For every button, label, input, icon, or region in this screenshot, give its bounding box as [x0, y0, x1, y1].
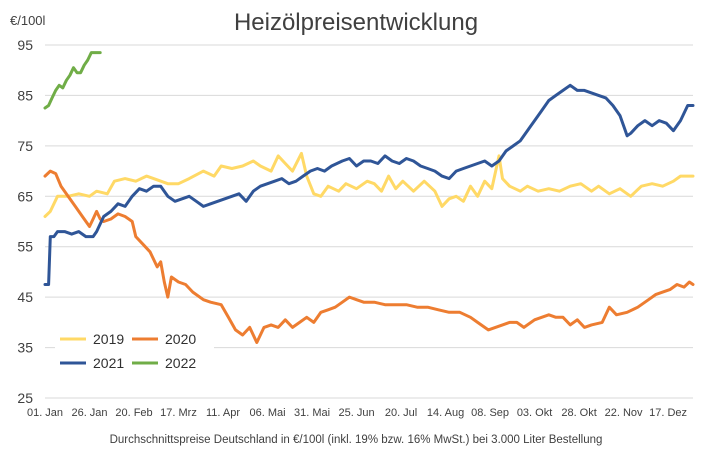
y-tick-label: 65	[17, 188, 33, 204]
series-line-2022	[43, 51, 102, 110]
y-tick-label: 85	[17, 87, 33, 103]
x-tick-label: 20. Feb	[115, 407, 152, 419]
x-tick-label: 22. Nov	[605, 407, 643, 419]
y-tick-label: 55	[17, 239, 33, 255]
x-tick-label: 01. Jan	[27, 407, 63, 419]
x-tick-label: 31. Mai	[294, 407, 330, 419]
x-tick-labels: 01. Jan 26. Jan 20. Feb 17. Mrz 11. Apr 06. M…	[27, 407, 687, 419]
y-tick-label: 25	[17, 390, 33, 406]
x-tick-label: 20. Jul	[385, 407, 417, 419]
x-tick-label: 17. Dez	[649, 407, 687, 419]
legend: 2019 2020 2021 2022	[55, 325, 214, 371]
y-tick-label: 35	[17, 340, 33, 356]
y-axis-unit: €/100l	[10, 13, 46, 28]
x-tick-label: 06. Mai	[249, 407, 285, 419]
series-line-2019	[43, 151, 695, 218]
x-tick-label: 17. Mrz	[160, 407, 197, 419]
x-tick-label: 03. Okt	[517, 407, 552, 419]
y-tick-labels: 25 35 45 55 65 75 85 95	[17, 37, 33, 406]
x-tick-label: 11. Apr	[206, 407, 240, 419]
x-tick-label: 25. Jun	[338, 407, 374, 419]
x-tick-label: 26. Jan	[71, 407, 107, 419]
legend-label-2019: 2019	[93, 331, 124, 347]
y-tick-label: 75	[17, 138, 33, 154]
y-tick-label: 45	[17, 289, 33, 305]
legend-label-2022: 2022	[165, 355, 196, 371]
x-tick-label: 08. Sep	[471, 407, 509, 419]
x-tick-label: 28. Okt	[561, 407, 596, 419]
chart-title: Heizölpreisentwicklung	[234, 9, 478, 36]
series-line-2020	[43, 169, 695, 344]
series-line-2021	[43, 83, 695, 286]
series-lines	[43, 51, 695, 344]
legend-label-2020: 2020	[165, 331, 196, 347]
y-tick-label: 95	[17, 37, 33, 53]
legend-label-2021: 2021	[93, 355, 124, 371]
x-tick-label: 14. Aug	[427, 407, 464, 419]
chart-caption: Durchschnittspreise Deutschland in €/100…	[110, 434, 603, 446]
